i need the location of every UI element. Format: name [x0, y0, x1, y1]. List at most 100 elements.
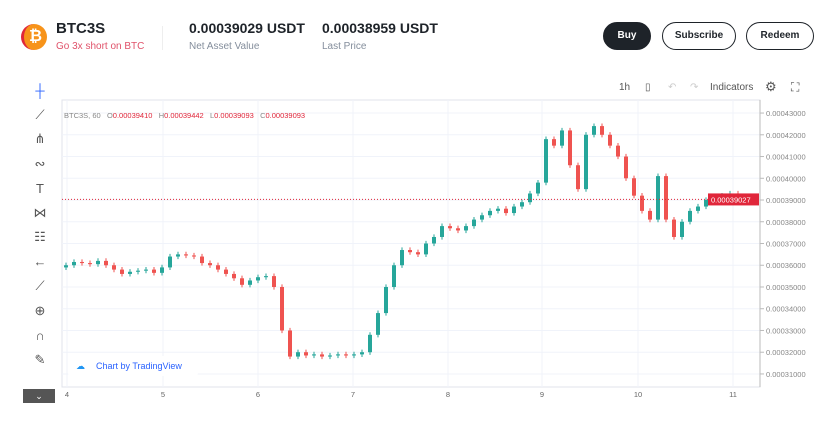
brush-icon[interactable]: ∾ [34, 155, 46, 171]
candle [616, 145, 620, 157]
candle [320, 354, 324, 357]
candle [688, 210, 692, 222]
ruler-icon[interactable]: ⟋ [35, 278, 45, 294]
candle [576, 165, 580, 190]
trend-line-icon[interactable]: ⟋ [35, 106, 45, 122]
candle [256, 277, 260, 281]
y-tick-label: 0.00031000 [766, 370, 806, 379]
candle [552, 139, 556, 146]
symbol-subtitle: Go 3x short on BTC [56, 41, 145, 52]
candle [584, 134, 588, 190]
candle [432, 236, 436, 244]
candle [304, 352, 308, 356]
candle [216, 265, 220, 270]
candle [424, 243, 428, 255]
candle [80, 261, 84, 264]
candle [624, 156, 628, 179]
x-tick-label: 11 [729, 390, 737, 399]
redeem-button[interactable]: Redeem [746, 22, 814, 50]
y-tick-label: 0.00033000 [766, 326, 806, 335]
candle [704, 200, 708, 207]
settings-gear-icon[interactable]: ⚙ [765, 79, 777, 94]
candle [504, 208, 508, 214]
y-tick-label: 0.00039000 [766, 196, 806, 205]
candle [392, 265, 396, 287]
zoom-in-icon[interactable]: ⊕ [34, 302, 46, 318]
candle [336, 354, 340, 356]
candle [72, 261, 76, 266]
candle [192, 255, 196, 257]
candle [360, 352, 364, 355]
pattern-icon[interactable]: ⋈ [33, 204, 47, 220]
candle [600, 126, 604, 135]
candle [200, 256, 204, 264]
candle [448, 226, 452, 229]
candle [440, 226, 444, 237]
buy-button[interactable]: Buy [603, 22, 651, 50]
candle [112, 265, 116, 270]
candle [568, 130, 572, 166]
candle [592, 126, 596, 135]
candle [296, 352, 300, 357]
crosshair-icon[interactable]: ┼ [35, 82, 45, 98]
candle [408, 250, 412, 253]
candle [152, 269, 156, 273]
close-label: C [260, 111, 266, 120]
last-price-label: Last Price [322, 41, 367, 52]
interval-button[interactable]: 1h [619, 82, 631, 93]
pitchfork-icon[interactable]: ⋔ [34, 131, 46, 147]
candle [232, 273, 236, 279]
open-value: 0.00039410 [112, 111, 153, 120]
x-tick-label: 9 [540, 390, 544, 399]
x-tick-label: 7 [351, 390, 355, 399]
candle [672, 219, 676, 237]
magnet-icon[interactable]: ∩ [35, 327, 45, 343]
candle [496, 208, 500, 211]
candle [88, 263, 92, 265]
btc-logo-icon: ₿ [21, 24, 47, 50]
candle-type-icon[interactable]: ▯ [645, 82, 651, 93]
last-price-value: 0.00038959 USDT [322, 20, 438, 36]
candle [352, 354, 356, 356]
drawing-toolbar: ┼ ⟋ ⋔ ∾ T ⋈ ☷ ← ⟋ ⊕ ∩ ✎ [26, 78, 54, 372]
candle [328, 355, 332, 357]
tradingview-attribution[interactable]: ☁ Chart by TradingView [68, 356, 198, 376]
y-tick-label: 0.00041000 [766, 153, 806, 162]
undo-icon[interactable]: ↶ [668, 82, 677, 93]
attribution-text: Chart by TradingView [96, 361, 182, 371]
candle [400, 250, 404, 266]
candle [64, 265, 68, 268]
x-tick-label: 8 [446, 390, 450, 399]
candle [648, 210, 652, 220]
candle [144, 269, 148, 271]
x-tick-label: 5 [161, 390, 165, 399]
redo-icon[interactable]: ↷ [690, 82, 699, 93]
y-tick-label: 0.00032000 [766, 348, 806, 357]
candle [368, 334, 372, 353]
y-tick-label: 0.00042000 [766, 131, 806, 140]
candle [656, 176, 660, 220]
y-tick-label: 0.00040000 [766, 174, 806, 183]
candle [104, 260, 108, 266]
header: ₿ BTC3S Go 3x short on BTC 0.00039029 US… [0, 0, 832, 72]
candle [208, 263, 212, 266]
legend-symbol: BTC3S, 60 [64, 111, 101, 120]
candle [240, 278, 244, 285]
nav-label: Net Asset Value [189, 41, 260, 52]
candle [472, 219, 476, 227]
ohlc-legend: BTC3S, 60 O0.00039410 H0.00039442 L0.000… [64, 111, 305, 120]
fullscreen-icon[interactable]: ⛶ [791, 80, 800, 94]
prediction-icon[interactable]: ☷ [34, 229, 46, 245]
indicators-button[interactable]: Indicators [710, 82, 754, 93]
symbol-name: BTC3S [56, 20, 106, 37]
candle [184, 254, 188, 256]
pencil-lock-icon[interactable]: ✎ [34, 351, 46, 367]
chevron-down-icon[interactable]: ⌄ [23, 389, 55, 403]
low-label: L [210, 111, 215, 120]
text-icon[interactable]: T [36, 180, 44, 196]
candle [128, 271, 132, 274]
back-arrow-icon[interactable]: ← [33, 254, 47, 270]
subscribe-button[interactable]: Subscribe [662, 22, 736, 50]
y-tick-label: 0.00035000 [766, 283, 806, 292]
